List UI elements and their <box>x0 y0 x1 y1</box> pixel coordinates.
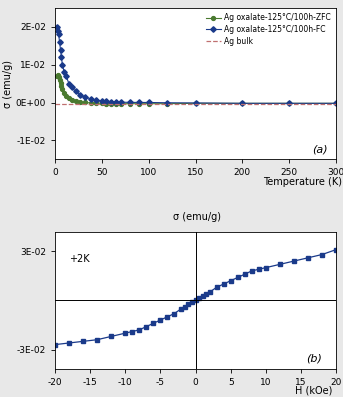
Ag oxalate-125°C/100h-ZFC <box>118 101 122 106</box>
Ag oxalate-125°C/100h-FC <box>59 55 63 60</box>
Ag oxalate-125°C/100h-FC <box>334 101 338 106</box>
Y-axis label: σ (emu/g): σ (emu/g) <box>3 60 13 108</box>
Ag oxalate-125°C/100h-FC <box>137 100 141 105</box>
Ag oxalate-125°C/100h-FC <box>193 100 198 105</box>
Ag bulk <box>54 102 58 107</box>
Ag oxalate-125°C/100h-FC <box>56 28 60 33</box>
Ag oxalate-125°C/100h-FC <box>70 85 74 90</box>
Ag oxalate-125°C/100h-ZFC <box>78 100 82 104</box>
Ag oxalate-125°C/100h-FC <box>94 98 98 102</box>
Ag oxalate-125°C/100h-FC <box>109 99 113 104</box>
Ag oxalate-125°C/100h-ZFC <box>55 74 59 79</box>
Ag oxalate-125°C/100h-FC <box>57 32 61 37</box>
Ag oxalate-125°C/100h-FC <box>88 96 93 101</box>
Ag oxalate-125°C/100h-FC <box>118 100 122 104</box>
Ag oxalate-125°C/100h-ZFC <box>94 101 98 106</box>
Ag oxalate-125°C/100h-ZFC <box>60 87 64 91</box>
Ag oxalate-125°C/100h-FC <box>128 100 132 105</box>
Ag oxalate-125°C/100h-FC <box>165 100 169 105</box>
Ag oxalate-125°C/100h-ZFC <box>64 93 68 98</box>
Ag oxalate-125°C/100h-ZFC <box>59 83 63 88</box>
Ag oxalate-125°C/100h-ZFC <box>58 81 62 85</box>
Ag oxalate-125°C/100h-FC <box>73 89 78 94</box>
Ag oxalate-125°C/100h-ZFC <box>109 101 113 106</box>
X-axis label: Temperature (K): Temperature (K) <box>263 177 342 187</box>
Ag oxalate-125°C/100h-ZFC <box>67 96 71 101</box>
Ag oxalate-125°C/100h-ZFC <box>73 99 78 104</box>
Ag oxalate-125°C/100h-FC <box>58 40 62 44</box>
Ag oxalate-125°C/100h-FC <box>287 101 291 106</box>
Text: σ (emu/g): σ (emu/g) <box>173 212 221 222</box>
Ag oxalate-125°C/100h-ZFC <box>70 98 74 103</box>
Line: Ag oxalate-125°C/100h-ZFC: Ag oxalate-125°C/100h-ZFC <box>55 73 338 106</box>
Legend: Ag oxalate-125°C/100h-ZFC, Ag oxalate-125°C/100h-FC, Ag bulk: Ag oxalate-125°C/100h-ZFC, Ag oxalate-12… <box>204 12 332 47</box>
Ag oxalate-125°C/100h-ZFC <box>334 101 338 106</box>
Ag oxalate-125°C/100h-ZFC <box>137 101 141 106</box>
Ag oxalate-125°C/100h-FC <box>240 101 245 106</box>
Ag oxalate-125°C/100h-FC <box>83 94 87 99</box>
Ag oxalate-125°C/100h-FC <box>58 47 62 52</box>
Line: Ag oxalate-125°C/100h-FC: Ag oxalate-125°C/100h-FC <box>55 25 338 105</box>
Ag oxalate-125°C/100h-ZFC <box>240 101 245 106</box>
Ag oxalate-125°C/100h-FC <box>104 99 108 104</box>
Text: (a): (a) <box>312 145 328 155</box>
Ag oxalate-125°C/100h-ZFC <box>287 101 291 106</box>
Ag oxalate-125°C/100h-FC <box>67 81 71 86</box>
Ag oxalate-125°C/100h-ZFC <box>62 91 66 95</box>
Ag oxalate-125°C/100h-ZFC <box>58 77 62 82</box>
Ag oxalate-125°C/100h-ZFC <box>56 73 60 78</box>
Ag oxalate-125°C/100h-ZFC <box>83 100 87 105</box>
Ag oxalate-125°C/100h-FC <box>78 93 82 97</box>
Ag oxalate-125°C/100h-ZFC <box>100 101 104 106</box>
Ag oxalate-125°C/100h-FC <box>60 62 64 67</box>
Text: +2K: +2K <box>69 254 90 264</box>
Ag oxalate-125°C/100h-FC <box>146 100 151 105</box>
Ag oxalate-125°C/100h-ZFC <box>114 101 118 106</box>
Ag oxalate-125°C/100h-FC <box>55 25 59 29</box>
Text: (b): (b) <box>306 354 322 364</box>
Ag bulk <box>53 102 57 107</box>
Ag oxalate-125°C/100h-ZFC <box>57 75 61 79</box>
Ag oxalate-125°C/100h-FC <box>64 74 68 79</box>
Ag oxalate-125°C/100h-ZFC <box>193 101 198 106</box>
Ag oxalate-125°C/100h-FC <box>100 99 104 104</box>
Ag oxalate-125°C/100h-FC <box>114 100 118 104</box>
Ag oxalate-125°C/100h-ZFC <box>88 100 93 105</box>
X-axis label: H (kOe): H (kOe) <box>295 386 332 396</box>
Ag oxalate-125°C/100h-ZFC <box>165 101 169 106</box>
Ag oxalate-125°C/100h-ZFC <box>128 101 132 106</box>
Ag oxalate-125°C/100h-ZFC <box>146 101 151 106</box>
Ag oxalate-125°C/100h-FC <box>62 70 66 75</box>
Ag oxalate-125°C/100h-ZFC <box>104 101 108 106</box>
